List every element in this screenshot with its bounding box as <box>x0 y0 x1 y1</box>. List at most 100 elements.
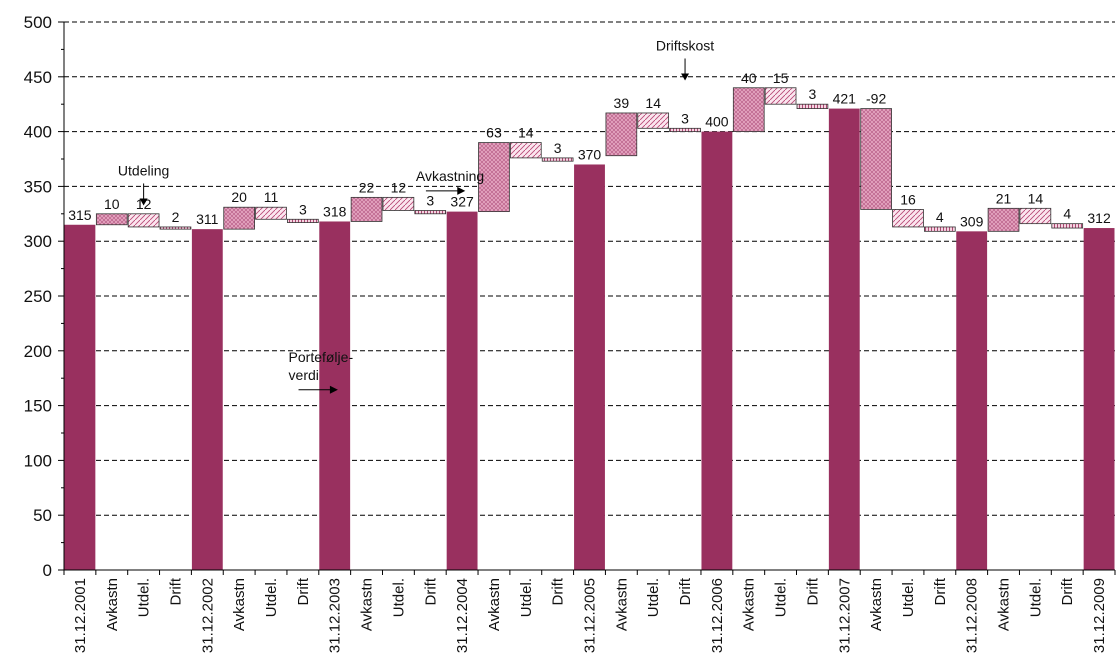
x-tick-label: Utdel. <box>136 578 153 617</box>
data-label: 3 <box>554 140 562 156</box>
data-label: 14 <box>645 95 661 111</box>
bar-avkastning <box>987 207 1020 232</box>
bar-total <box>64 224 96 570</box>
data-label: 4 <box>936 209 944 225</box>
bar-total <box>574 164 605 571</box>
data-label: 20 <box>231 189 247 205</box>
bars-group <box>64 87 1115 571</box>
data-label: 3 <box>681 110 689 126</box>
x-axis-labels: 31.12.2001 Avkastn Utdel. Drift 31.12.2002 Av… <box>72 577 1108 653</box>
x-tick-label: 31.12.2003 <box>327 578 344 653</box>
bar-drift <box>414 210 447 215</box>
bar-avkastning <box>605 112 638 157</box>
x-tick-label: Drift <box>677 577 694 605</box>
arrow-head-icon <box>329 385 338 394</box>
data-label: 11 <box>264 189 279 205</box>
data-label: 311 <box>196 211 219 227</box>
y-tick-label: 500 <box>24 13 52 32</box>
x-tick-label: 31.12.2007 <box>836 578 853 653</box>
data-label: 15 <box>773 70 789 86</box>
data-label: -92 <box>866 91 886 107</box>
data-label: 315 <box>68 207 92 223</box>
x-tick-label: Avkastn <box>486 578 503 631</box>
bar-avkastning <box>860 108 892 210</box>
bar-drift <box>541 157 574 162</box>
bar-utdeling <box>764 87 797 105</box>
annotation: Driftskost <box>656 37 714 81</box>
x-tick-label: Avkastn <box>613 578 630 631</box>
data-label: 12 <box>391 179 407 195</box>
bar-drift <box>1051 223 1084 229</box>
annotation-label: Driftskost <box>656 37 714 53</box>
x-tick-label: 31.12.2004 <box>454 578 471 653</box>
annotation: Utdeling <box>118 162 169 206</box>
data-label: 10 <box>104 196 120 212</box>
y-tick-label: 0 <box>43 561 52 580</box>
bar-avkastning <box>350 196 383 222</box>
x-tick-label: Avkastn <box>996 578 1013 631</box>
data-label: 16 <box>900 191 916 207</box>
x-tick-label: 31.12.2001 <box>72 578 89 653</box>
arrow-head-icon <box>457 186 466 195</box>
x-tick-label: Drift <box>422 577 439 605</box>
annotation-label: Utdeling <box>118 162 169 178</box>
y-tick-label: 400 <box>24 123 52 142</box>
bar-total <box>446 211 478 570</box>
bar-total <box>701 131 733 570</box>
data-label: 14 <box>518 125 534 141</box>
annotation-label: Portefølje- <box>289 349 354 365</box>
y-tick-label: 100 <box>24 451 52 470</box>
data-label: 40 <box>741 70 757 86</box>
data-label: 21 <box>996 190 1012 206</box>
bar-utdeling <box>892 209 924 228</box>
data-label: 309 <box>960 213 984 229</box>
y-axis-labels: 0 50 100 150 200 250 300 350 400 450 500 <box>24 13 52 580</box>
bar-utdeling <box>637 112 670 129</box>
x-tick-label: Utdel. <box>518 578 535 617</box>
x-tick-label: Drift <box>1059 577 1076 605</box>
bar-total <box>828 108 860 571</box>
x-tick-label: Utdel. <box>900 578 917 617</box>
x-tick-label: Utdel. <box>263 578 280 617</box>
x-tick-label: Avkastn <box>868 578 885 631</box>
bar-total <box>1083 228 1115 570</box>
bar-drift <box>924 226 956 232</box>
x-tick-label: Avkastn <box>741 578 758 631</box>
x-tick-label: Utdel. <box>390 578 407 617</box>
data-label: 370 <box>578 146 602 162</box>
x-tick-label: Avkastn <box>231 578 248 631</box>
x-tick-label: Avkastn <box>359 578 376 631</box>
bar-total <box>191 229 223 571</box>
data-label: 39 <box>614 95 630 111</box>
annotation: Portefølje-verdi <box>289 349 354 394</box>
data-labels: 3151012231120113318221233276314337039143… <box>68 70 1111 230</box>
bar-avkastning <box>95 213 128 226</box>
bar-utdeling <box>1019 207 1052 225</box>
bar-utdeling <box>255 206 287 220</box>
y-tick-label: 200 <box>24 342 52 361</box>
x-tick-label: Drift <box>804 577 821 605</box>
data-label: 4 <box>1063 206 1071 222</box>
arrow-head-icon <box>681 73 690 81</box>
data-label: 327 <box>450 194 474 210</box>
data-label: 2 <box>172 209 180 225</box>
bar-drift <box>669 127 701 132</box>
data-label: 318 <box>323 203 347 219</box>
bar-drift <box>159 226 192 230</box>
bar-drift <box>287 218 319 223</box>
x-tick-label: Drift <box>295 577 312 605</box>
data-label: 421 <box>833 91 857 107</box>
x-tick-label: 31.12.2002 <box>199 578 216 653</box>
y-tick-label: 250 <box>24 287 52 306</box>
y-tick-label: 450 <box>24 68 52 87</box>
data-label: 14 <box>1028 190 1044 206</box>
data-label: 63 <box>486 125 502 141</box>
bar-total <box>319 221 351 571</box>
bar-drift <box>796 103 829 109</box>
annotation-label: verdi <box>289 367 319 383</box>
data-label: 3 <box>426 193 434 209</box>
x-tick-label: 31.12.2005 <box>582 578 599 653</box>
data-label: 312 <box>1087 210 1111 226</box>
axes-group <box>58 21 1116 575</box>
